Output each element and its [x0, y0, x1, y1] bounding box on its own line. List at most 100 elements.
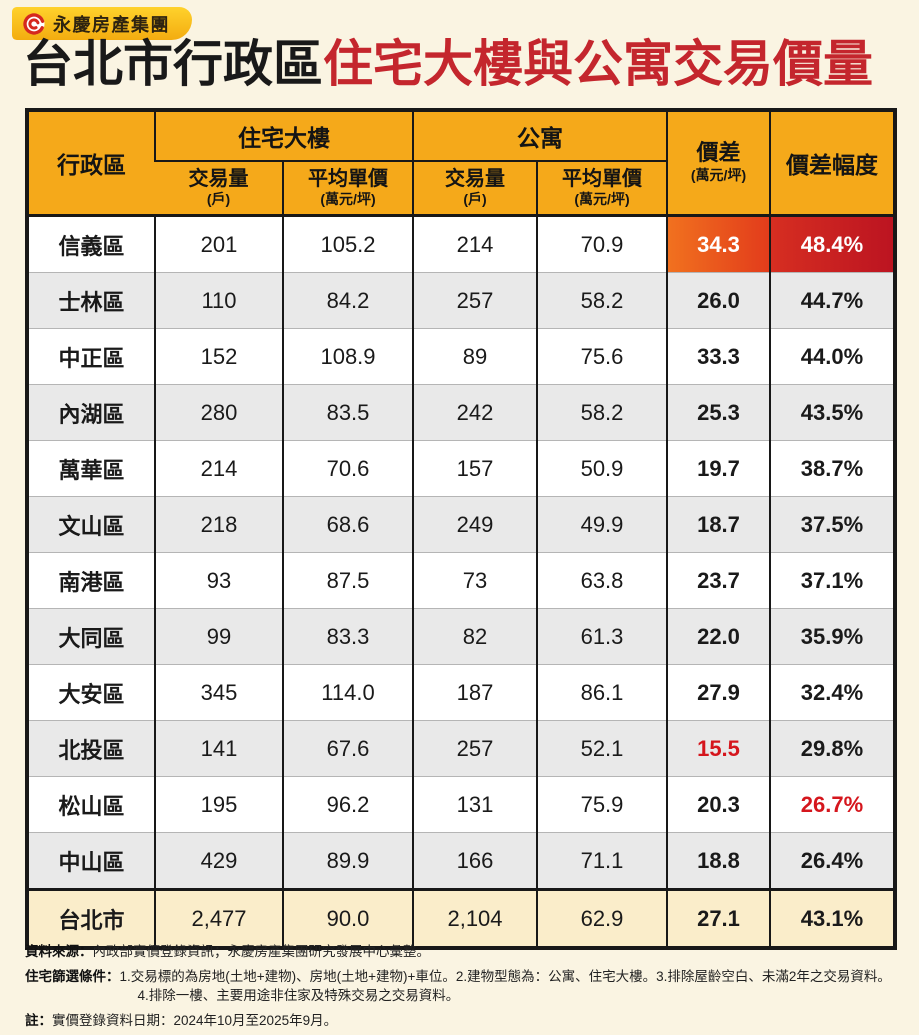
note-remark-label: 註：: [25, 1012, 52, 1028]
building-volume-cell: 345: [154, 664, 283, 721]
note-criteria-line1: 1.交易標的為房地(土地+建物)、房地(土地+建物)+車位。2.建物型態為：公寓…: [119, 968, 891, 984]
price-gap-percent-cell: 32.4%: [769, 664, 895, 721]
note-remark: 註： 實價登錄資料日期：2024年10月至2025年9月。: [25, 1011, 899, 1031]
price-gap-cell: 25.3: [666, 384, 770, 441]
table-row: 萬華區 214 70.6 157 50.9 19.7 38.7%: [27, 440, 895, 497]
apartment-volume-cell: 257: [412, 720, 537, 777]
header-gap-label: 價差: [696, 139, 741, 165]
building-volume-cell: 201: [154, 214, 283, 273]
apartment-price-cell: 71.1: [536, 832, 667, 890]
header-apartment-group: 公寓: [412, 110, 667, 162]
district-cell: 南港區: [27, 552, 155, 609]
table-row: 南港區 93 87.5 73 63.8 23.7 37.1%: [27, 552, 895, 609]
price-gap-percent-cell: 43.1%: [769, 888, 895, 948]
apartment-volume-cell: 2,104: [412, 888, 537, 948]
apartment-volume-cell: 249: [412, 496, 537, 553]
district-cell: 內湖區: [27, 384, 155, 441]
district-cell: 萬華區: [27, 440, 155, 497]
price-comparison-table: 行政區 住宅大樓 公寓 價差 (萬元/坪) 價差幅度 交易量 (戶) 平均單價 …: [25, 108, 897, 950]
apartment-price-cell: 63.8: [536, 552, 667, 609]
price-gap-cell: 22.0: [666, 608, 770, 665]
note-remark-text: 實價登錄資料日期：2024年10月至2025年9月。: [52, 1012, 338, 1028]
price-gap-cell: 15.5: [666, 720, 770, 777]
building-volume-cell: 195: [154, 776, 283, 833]
price-gap-cell: 18.8: [666, 832, 770, 890]
apartment-price-cell: 49.9: [536, 496, 667, 553]
apartment-volume-cell: 242: [412, 384, 537, 441]
building-price-cell: 68.6: [282, 496, 413, 553]
building-price-cell: 83.5: [282, 384, 413, 441]
header-price-label: 平均單價: [562, 168, 642, 191]
price-gap-percent-cell: 48.4%: [769, 214, 895, 273]
note-criteria-label: 住宅篩選條件：: [25, 968, 120, 984]
building-volume-cell: 429: [154, 832, 283, 890]
price-gap-cell: 27.1: [666, 888, 770, 948]
note-criteria-line2: 4.排除一樓、主要用途非住家及特殊交易之交易資料。: [137, 988, 460, 1004]
note-criteria-text: 1.交易標的為房地(土地+建物)、房地(土地+建物)+車位。2.建物型態為：公寓…: [120, 967, 900, 1006]
apartment-volume-cell: 89: [412, 328, 537, 385]
note-source-text: 內政部實價登錄資訊；永慶房產集團研究發展中心彙整。: [92, 944, 431, 959]
apartment-price-cell: 52.1: [536, 720, 667, 777]
building-volume-cell: 2,477: [154, 888, 283, 948]
district-cell: 大安區: [27, 664, 155, 721]
apartment-price-cell: 86.1: [536, 664, 667, 721]
price-gap-cell: 20.3: [666, 776, 770, 833]
building-price-cell: 114.0: [282, 664, 413, 721]
table-row: 大同區 99 83.3 82 61.3 22.0 35.9%: [27, 608, 895, 665]
apartment-volume-cell: 131: [412, 776, 537, 833]
header-gap: 價差 (萬元/坪): [666, 110, 770, 216]
header-apartment-volume: 交易量 (戶): [412, 161, 537, 216]
building-price-cell: 84.2: [282, 272, 413, 329]
apartment-price-cell: 62.9: [536, 888, 667, 948]
building-price-cell: 105.2: [282, 214, 413, 273]
apartment-price-cell: 61.3: [536, 608, 667, 665]
header-gap-pct: 價差幅度: [769, 110, 895, 216]
price-gap-percent-cell: 26.4%: [769, 832, 895, 890]
building-price-cell: 89.9: [282, 832, 413, 890]
header-volume-label: 交易量: [445, 168, 505, 191]
building-volume-cell: 110: [154, 272, 283, 329]
price-gap-percent-cell: 26.7%: [769, 776, 895, 833]
page-title: 台北市行政區住宅大樓與公寓交易價量: [23, 36, 909, 94]
header-building-group: 住宅大樓: [154, 110, 413, 162]
district-cell: 中正區: [27, 328, 155, 385]
table-row: 文山區 218 68.6 249 49.9 18.7 37.5%: [27, 496, 895, 553]
header-price-unit: (萬元/坪): [574, 191, 630, 208]
price-gap-percent-cell: 44.0%: [769, 328, 895, 385]
apartment-price-cell: 75.9: [536, 776, 667, 833]
apartment-price-cell: 50.9: [536, 440, 667, 497]
district-cell: 大同區: [27, 608, 155, 665]
apartment-volume-cell: 257: [412, 272, 537, 329]
building-volume-cell: 141: [154, 720, 283, 777]
building-price-cell: 96.2: [282, 776, 413, 833]
apartment-volume-cell: 214: [412, 214, 537, 273]
footnotes: 資料來源： 內政部實價登錄資訊；永慶房產集團研究發展中心彙整。 住宅篩選條件： …: [25, 942, 899, 1035]
building-volume-cell: 214: [154, 440, 283, 497]
header-volume-unit: (戶): [206, 191, 231, 208]
building-volume-cell: 280: [154, 384, 283, 441]
district-cell: 台北市: [27, 888, 155, 948]
note-source-label: 資料來源：: [25, 944, 93, 959]
header-building-volume: 交易量 (戶): [155, 161, 283, 216]
table-row: 內湖區 280 83.5 242 58.2 25.3 43.5%: [27, 384, 895, 441]
price-gap-percent-cell: 44.7%: [769, 272, 895, 329]
building-price-cell: 70.6: [282, 440, 413, 497]
header-volume-label: 交易量: [188, 168, 249, 191]
apartment-volume-cell: 166: [412, 832, 537, 890]
building-price-cell: 83.3: [282, 608, 413, 665]
district-cell: 文山區: [27, 496, 155, 553]
table-row: 大安區 345 114.0 187 86.1 27.9 32.4%: [27, 664, 895, 721]
price-gap-cell: 26.0: [666, 272, 770, 329]
price-gap-percent-cell: 37.5%: [769, 496, 895, 553]
table-row: 松山區 195 96.2 131 75.9 20.3 26.7%: [27, 776, 895, 833]
building-price-cell: 67.6: [282, 720, 413, 777]
price-gap-cell: 19.7: [666, 440, 770, 497]
price-gap-percent-cell: 38.7%: [769, 440, 895, 497]
district-cell: 中山區: [27, 832, 155, 890]
building-price-cell: 90.0: [282, 888, 413, 948]
apartment-volume-cell: 82: [412, 608, 537, 665]
note-criteria: 住宅篩選條件： 1.交易標的為房地(土地+建物)、房地(土地+建物)+車位。2.…: [25, 967, 899, 1006]
building-volume-cell: 152: [154, 328, 283, 385]
building-volume-cell: 99: [154, 608, 283, 665]
apartment-volume-cell: 73: [412, 552, 537, 609]
